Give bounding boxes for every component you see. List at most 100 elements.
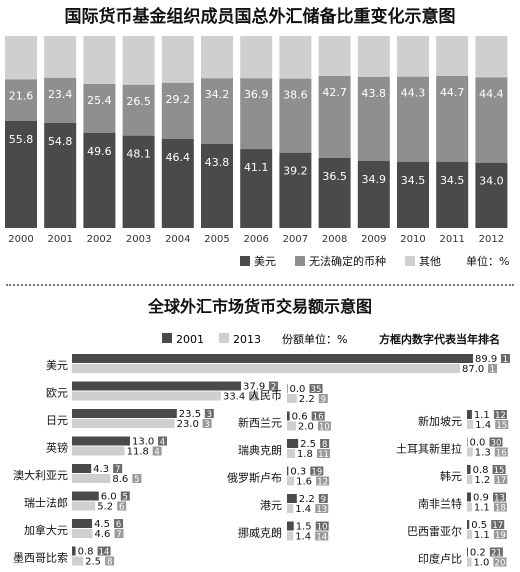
bar-v2001-group-7 (72, 546, 76, 556)
legend-swatch-2 (405, 256, 415, 266)
chart2-note: 方框内数字代表当年排名 (379, 332, 500, 346)
rank-label-v2013: 8 (107, 558, 112, 568)
rank-label-v2013: 14 (316, 533, 327, 543)
x-tick-label-2012: 2012 (479, 234, 504, 245)
rank-box-v2001 (311, 411, 325, 421)
rank-box-v2001 (114, 519, 124, 528)
value-label-v2001: 0.0 (470, 438, 486, 449)
bar-v2013-group-2 (72, 419, 175, 428)
value-label-v2013: 1.4 (295, 532, 311, 543)
rank-box-v2001 (157, 436, 167, 446)
rank-label-v2001: 1 (503, 355, 508, 365)
value-label-v2001: 2.2 (299, 494, 315, 505)
bar-other-2010 (397, 36, 429, 77)
rank-box-v2013 (488, 364, 498, 373)
rank-box-v2013 (493, 557, 507, 567)
rank-label-v2013: 10 (319, 423, 330, 433)
bar-usd-2006 (240, 149, 273, 228)
x-tick-label-2000: 2000 (8, 234, 33, 245)
rank-label-v2001: 7 (115, 465, 120, 475)
rank-box-v2013 (495, 420, 509, 429)
currency-label: 英镑 (46, 441, 68, 455)
bar-other-2012 (475, 36, 508, 78)
rank-label-v2013: 15 (496, 421, 507, 431)
rank-label-v2013: 18 (495, 504, 506, 514)
rank-label-v2001: 14 (99, 548, 110, 558)
chart1-title: 国际货币基金组织成员国总外汇储备比重变化示意图 (65, 6, 456, 27)
bar-v2001-group-5 (72, 491, 99, 501)
value-label-v2013: 2.2 (299, 394, 315, 405)
rank-label-v2013: 12 (317, 478, 328, 488)
value-label-usd-2007: 39.2 (283, 165, 308, 178)
bar-usd-2012 (475, 162, 508, 228)
value-label-usd-2010: 34.5 (401, 174, 426, 187)
rank-box-v2001 (489, 437, 503, 447)
rank-box-v2013 (318, 394, 328, 403)
legend-swatch-1 (295, 256, 305, 266)
rank-label-v2013: 2 (251, 393, 256, 403)
rank-label-v2013: 6 (119, 503, 124, 513)
legend-label-2001: 2001 (176, 333, 204, 346)
rank-box-v2013 (315, 504, 329, 513)
value-label-v2013: 33.4 (223, 392, 245, 403)
bar-other-2009 (357, 36, 390, 77)
value-label-unidentified-2007: 38.6 (283, 89, 308, 102)
rank-box-v2001 (269, 381, 279, 391)
bar-unidentified-2002 (83, 84, 116, 133)
value-label-usd-2004: 46.4 (166, 151, 191, 164)
rank-box-v2013 (494, 447, 508, 457)
value-label-unidentified-2008: 42.7 (322, 86, 347, 99)
rank-box-v2001 (500, 354, 510, 363)
value-label-v2013: 1.0 (473, 558, 489, 569)
value-label-v2001: 0.8 (473, 465, 489, 476)
x-tick-label-2010: 2010 (400, 234, 425, 245)
rank-label-v2013: 3 (204, 420, 209, 430)
legend-label-0: 美元 (254, 255, 276, 268)
value-label-v2013: 1.6 (296, 477, 312, 488)
value-label-v2001: 4.5 (94, 519, 110, 530)
bar-v2013-group-7 (72, 556, 84, 566)
bar-other-2003 (122, 36, 155, 85)
bar-v2013-group-5 (72, 501, 96, 511)
currency-label: 欧元 (46, 387, 68, 400)
bar-v2001-group-16 (467, 465, 471, 474)
value-label-unidentified-2003: 26.5 (126, 95, 151, 108)
rank-label-v2013: 19 (495, 531, 506, 541)
value-label-v2013: 87.0 (462, 364, 484, 375)
rank-label-v2013: 9 (321, 395, 326, 405)
rank-label-v2013: 20 (495, 559, 506, 569)
rank-box-v2013 (132, 474, 142, 483)
rank-box-v2013 (317, 421, 331, 431)
legend-swatch-0 (240, 256, 250, 266)
value-label-v2013: 1.3 (475, 448, 491, 459)
rank-box-v2013 (315, 531, 329, 541)
value-label-v2013: 23.0 (177, 419, 199, 430)
rank-label-v2001: 16 (313, 413, 324, 423)
bar-v2013-group-9 (287, 421, 296, 431)
x-tick-label-2006: 2006 (243, 234, 268, 245)
value-label-v2001: 1.5 (296, 522, 312, 533)
value-label-v2001: 0.5 (471, 520, 487, 531)
rank-box-v2001 (309, 384, 323, 393)
rank-box-v2013 (202, 419, 212, 428)
rank-label-v2013: 16 (496, 449, 507, 459)
value-label-v2001: 37.9 (243, 382, 265, 393)
currency-label: 瑞士法郎 (24, 496, 68, 510)
rank-box-v2001 (320, 439, 330, 448)
value-label-v2001: 6.0 (101, 492, 117, 503)
value-label-unidentified-2010: 44.3 (401, 87, 426, 100)
bar-v2001-group-2 (72, 409, 177, 418)
bar-other-2005 (201, 36, 233, 79)
currency-label: 加拿大元 (24, 523, 68, 537)
bar-usd-2005 (201, 143, 233, 228)
bar-usd-2008 (318, 157, 351, 228)
x-tick-label-2011: 2011 (439, 234, 464, 245)
bar-unidentified-2004 (161, 82, 194, 139)
rank-label-v2001: 5 (123, 493, 128, 503)
bar-other-2007 (279, 36, 312, 79)
bar-unidentified-2011 (436, 75, 469, 162)
value-label-v2001: 1.1 (474, 410, 490, 421)
x-tick-label-2009: 2009 (361, 234, 386, 245)
value-label-usd-2009: 34.9 (362, 173, 387, 186)
value-label-v2013: 11.8 (127, 447, 149, 458)
